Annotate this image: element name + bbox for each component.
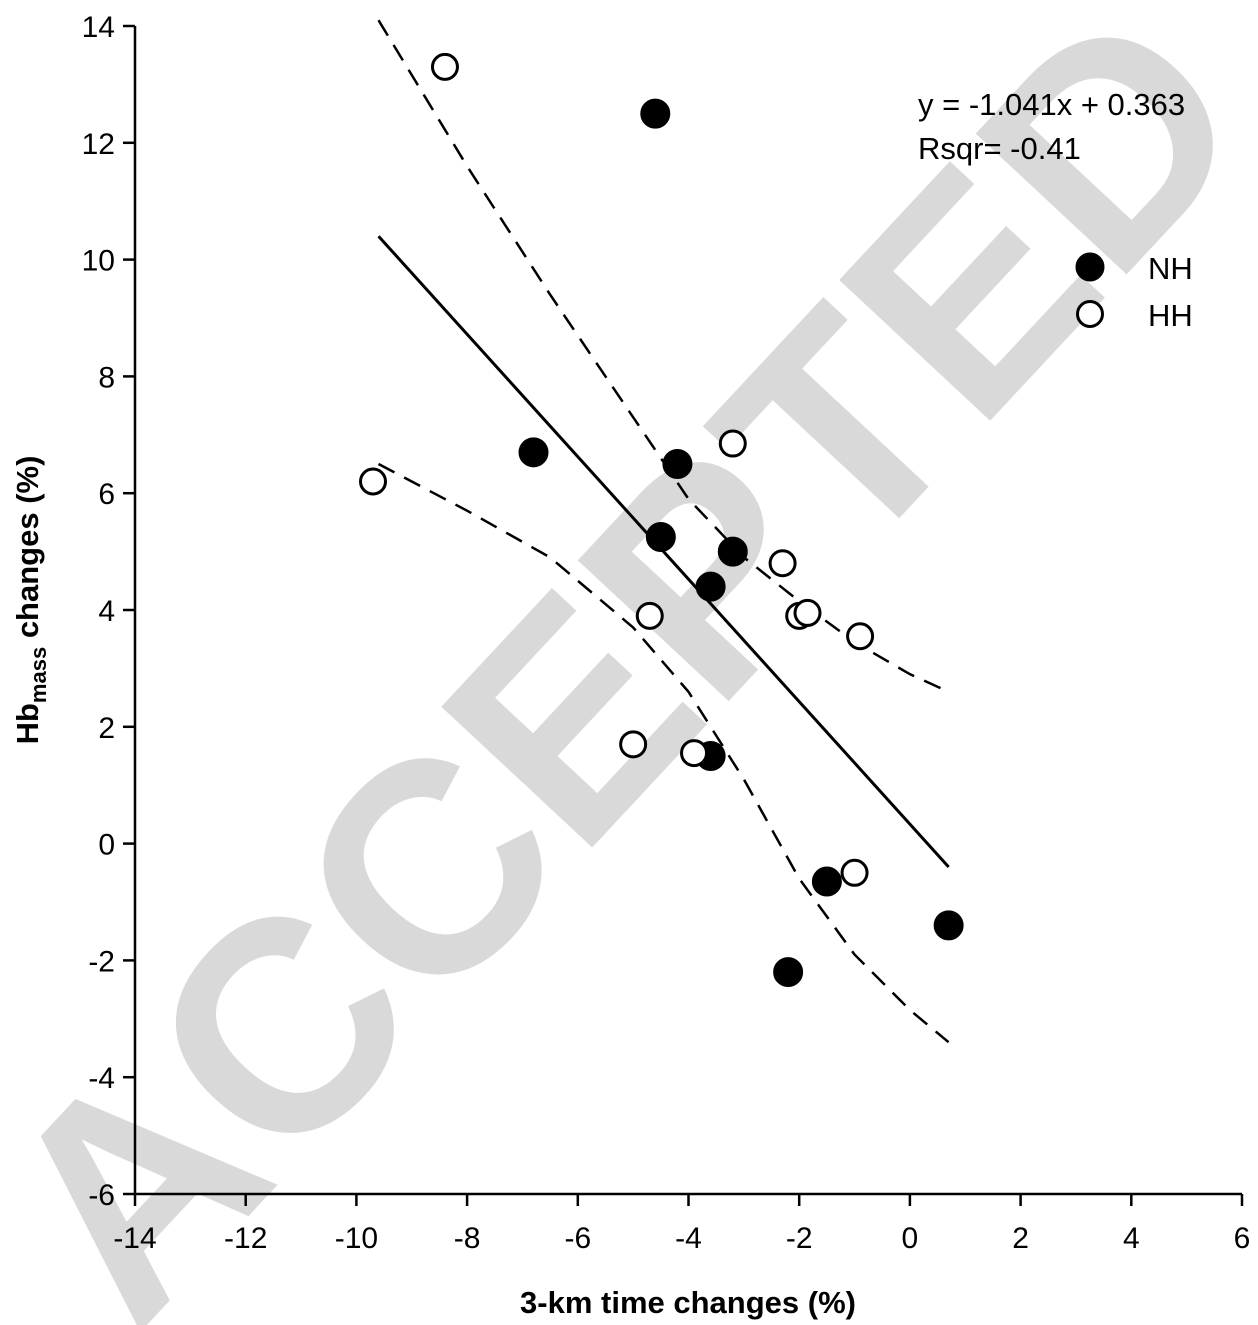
x-tick-label: 6 <box>1234 1222 1251 1255</box>
x-tick-label: -14 <box>113 1222 156 1255</box>
data-points <box>359 52 964 988</box>
hh-point <box>840 858 869 887</box>
y-tick-label: 14 <box>82 11 115 44</box>
rsqr-value: Rsqr= -0.41 <box>918 131 1081 166</box>
y-tick-label: -6 <box>88 1179 115 1212</box>
y-axis-title-rest: changes (%) <box>10 456 45 647</box>
y-tick-label: 2 <box>98 712 115 745</box>
nh-point <box>933 910 964 941</box>
y-tick-label: 4 <box>98 595 115 628</box>
x-axis-title: 3-km time changes (%) <box>520 1285 856 1320</box>
y-axis-ticks: -6 -4 -2 0 2 4 6 8 10 12 14 <box>82 11 135 1212</box>
hh-point <box>680 739 709 768</box>
y-tick-label: 6 <box>98 478 115 511</box>
y-tick-label: 12 <box>82 128 115 161</box>
x-tick-label: 2 <box>1012 1222 1029 1255</box>
hh-point <box>846 622 875 651</box>
hh-point <box>718 429 747 458</box>
confidence-bands <box>377 19 950 1044</box>
lower-confidence-band <box>377 462 950 1044</box>
y-axis-title-subscript: mass <box>26 647 51 703</box>
legend-marker-nh <box>1075 252 1105 282</box>
nh-point <box>645 522 676 552</box>
hh-point <box>430 52 459 81</box>
nh-point <box>773 957 804 988</box>
hh-point <box>768 549 797 578</box>
legend: NH HH <box>1075 251 1193 333</box>
legend-label-nh: NH <box>1148 251 1193 286</box>
nh-point <box>811 866 842 897</box>
nh-point <box>717 536 748 567</box>
y-axis-title-main: Hb <box>10 703 45 744</box>
nh-point <box>695 571 726 602</box>
y-tick-label: 0 <box>98 829 115 862</box>
hh-point <box>635 601 664 630</box>
y-axis-title: Hbmass changes (%) <box>10 456 51 745</box>
y-tick-label: -4 <box>88 1062 115 1095</box>
upper-confidence-band <box>377 19 950 693</box>
x-axis-ticks: -14 -12 -10 -8 -6 -4 -2 0 2 4 6 <box>113 1194 1250 1255</box>
x-tick-label: 4 <box>1123 1222 1140 1255</box>
hh-point <box>619 730 648 759</box>
x-tick-label: -10 <box>335 1222 378 1255</box>
nh-point <box>518 437 549 468</box>
x-tick-label: -4 <box>675 1222 702 1255</box>
y-tick-label: 10 <box>82 245 115 278</box>
nh-point <box>662 449 693 479</box>
nh-point <box>640 98 671 129</box>
hh-point <box>359 467 388 496</box>
legend-marker-hh <box>1076 300 1104 328</box>
legend-label-hh: HH <box>1148 298 1193 333</box>
x-tick-label: 0 <box>902 1222 919 1255</box>
regression-equation: y = -1.041x + 0.363 <box>918 87 1185 122</box>
x-tick-label: -8 <box>454 1222 481 1255</box>
y-tick-label: 8 <box>98 361 115 394</box>
hh-point <box>793 598 822 627</box>
x-tick-label: -12 <box>224 1222 267 1255</box>
x-tick-label: -2 <box>786 1222 813 1255</box>
x-tick-label: -6 <box>564 1222 591 1255</box>
y-tick-label: -2 <box>88 945 115 978</box>
